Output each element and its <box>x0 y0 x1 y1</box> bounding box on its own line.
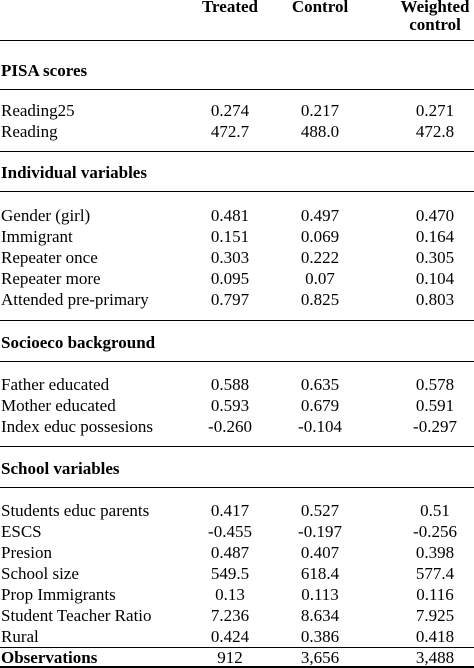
cell-control: 0.635 <box>300 375 340 394</box>
cell-weighted: 0.164 <box>415 227 455 246</box>
cell-weighted: -0.256 <box>413 522 457 541</box>
row-label: School size <box>1 564 79 583</box>
row-label: Father educated <box>1 375 110 394</box>
section-rule <box>0 320 474 321</box>
observations-control: 3,656 <box>300 648 340 667</box>
header-weighted-line1: Weighted <box>400 0 470 16</box>
cell-control: 0.217 <box>300 101 340 120</box>
cell-treated: -0.455 <box>208 522 252 541</box>
row-label: Rural <box>1 627 39 646</box>
bottom-rule <box>0 666 474 668</box>
cell-control: 0.825 <box>300 290 340 309</box>
observations-treated: 912 <box>217 648 243 667</box>
cell-treated: 0.797 <box>210 290 250 309</box>
cell-control: 0.222 <box>300 248 340 267</box>
cell-control: 0.407 <box>300 543 340 562</box>
cell-treated: 0.424 <box>210 627 250 646</box>
row-label: ESCS <box>1 522 42 541</box>
cell-weighted: 472.8 <box>415 122 455 141</box>
cell-weighted: 0.803 <box>415 290 455 309</box>
row-label: Presion <box>1 543 52 562</box>
cell-weighted: -0.297 <box>413 417 457 436</box>
section-title-individual: Individual variables <box>1 163 147 182</box>
cell-treated: 0.303 <box>210 248 250 267</box>
cell-treated: -0.260 <box>208 417 252 436</box>
cell-weighted: 0.116 <box>416 585 454 604</box>
section-rule <box>0 487 474 488</box>
row-label: Mother educated <box>1 396 116 415</box>
cell-weighted: 0.305 <box>415 248 455 267</box>
cell-control: 0.386 <box>300 627 340 646</box>
observations-weighted: 3,488 <box>415 648 455 667</box>
cell-treated: 0.417 <box>210 501 250 520</box>
row-label: Index educ possesions <box>1 417 154 436</box>
observations-label: Observations <box>1 648 98 667</box>
cell-control: 0.679 <box>300 396 340 415</box>
section-title-pisa: PISA scores <box>1 61 88 80</box>
cell-treated: 7.236 <box>210 606 250 625</box>
header-control: Control <box>291 0 349 16</box>
cell-treated: 0.588 <box>210 375 250 394</box>
cell-weighted: 0.418 <box>415 627 455 646</box>
observations-rule <box>0 647 474 648</box>
cell-control: 0.113 <box>301 585 339 604</box>
cell-control: 0.527 <box>300 501 340 520</box>
row-label: Attended pre-primary <box>1 290 149 309</box>
cell-treated: 0.13 <box>215 585 245 604</box>
cell-treated: 472.7 <box>210 122 250 141</box>
row-label: Immigrant <box>1 227 73 246</box>
cell-treated: 549.5 <box>210 564 250 583</box>
cell-treated: 0.593 <box>210 396 250 415</box>
row-label: Gender (girl) <box>1 206 91 225</box>
cell-weighted: 0.271 <box>415 101 455 120</box>
section-rule <box>0 361 474 362</box>
cell-weighted: 0.51 <box>420 501 450 520</box>
cell-control: -0.104 <box>298 417 342 436</box>
row-label: Repeater more <box>1 269 101 288</box>
section-rule <box>0 151 474 152</box>
cell-weighted: 0.578 <box>415 375 455 394</box>
row-label: Prop Immigrants <box>1 585 116 604</box>
cell-weighted: 0.398 <box>415 543 455 562</box>
header-rule <box>0 40 474 41</box>
section-rule <box>0 446 474 447</box>
row-label: Repeater once <box>1 248 98 267</box>
cell-control: 8.634 <box>300 606 340 625</box>
row-label: Students educ parents <box>1 501 150 520</box>
cell-treated: 0.487 <box>210 543 250 562</box>
cell-treated: 0.151 <box>210 227 250 246</box>
cell-weighted: 7.925 <box>415 606 455 625</box>
section-rule <box>0 191 474 192</box>
cell-control: 488.0 <box>300 122 340 141</box>
cell-control: -0.197 <box>298 522 342 541</box>
section-title-school: School variables <box>1 459 120 478</box>
cell-control: 0.069 <box>300 227 340 246</box>
row-label: Reading <box>1 122 58 141</box>
cell-weighted: 0.591 <box>415 396 455 415</box>
header-weighted-line2: control <box>409 15 461 34</box>
row-label: Reading25 <box>1 101 75 120</box>
section-rule <box>0 89 474 90</box>
row-label: Student Teacher Ratio <box>1 606 152 625</box>
cell-control: 618.4 <box>300 564 340 583</box>
header-treated: Treated <box>201 0 259 16</box>
cell-weighted: 0.470 <box>415 206 455 225</box>
cell-control: 0.07 <box>305 269 335 288</box>
section-title-socioeco: Socioeco background <box>1 333 156 352</box>
cell-treated: 0.481 <box>210 206 250 225</box>
cell-control: 0.497 <box>300 206 340 225</box>
cell-treated: 0.095 <box>210 269 250 288</box>
cell-treated: 0.274 <box>210 101 250 120</box>
cell-weighted: 577.4 <box>415 564 455 583</box>
cell-weighted: 0.104 <box>415 269 455 288</box>
